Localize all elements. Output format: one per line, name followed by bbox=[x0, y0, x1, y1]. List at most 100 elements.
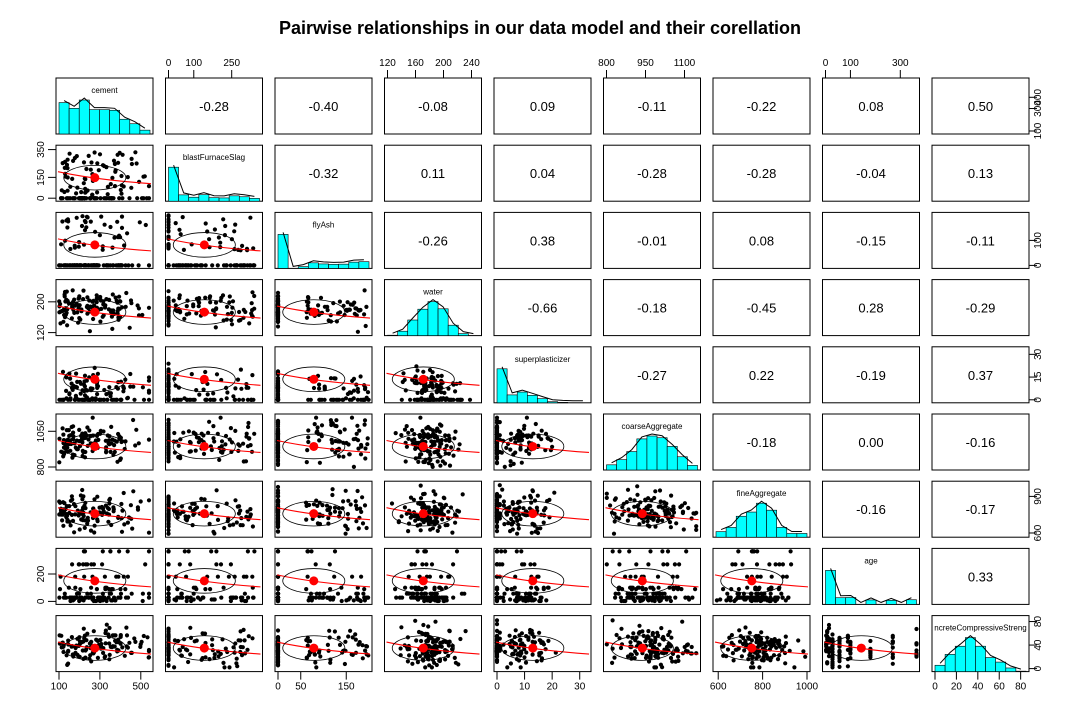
scatter-point bbox=[418, 528, 423, 533]
scatter-point bbox=[103, 303, 108, 308]
correlation-value: -0.15 bbox=[856, 233, 886, 248]
scatter-point bbox=[358, 452, 364, 457]
scatter-point bbox=[119, 191, 124, 196]
scatter-point bbox=[730, 651, 736, 656]
scatter-point bbox=[77, 641, 82, 647]
scatter-point bbox=[353, 499, 358, 504]
scatter-point bbox=[655, 630, 660, 635]
center-point bbox=[637, 643, 647, 653]
panel-box bbox=[384, 77, 482, 135]
scatter-point bbox=[176, 397, 181, 402]
scatter-point bbox=[335, 439, 340, 444]
scatter-point bbox=[753, 598, 758, 603]
scatter-point bbox=[215, 517, 221, 523]
center-point bbox=[199, 643, 209, 653]
scatter-point bbox=[196, 440, 201, 445]
axis-tick-label: 0 bbox=[494, 682, 500, 693]
scatter-point bbox=[194, 435, 199, 440]
histogram-bar bbox=[417, 308, 429, 336]
scatter-point bbox=[611, 531, 617, 536]
scatter-point bbox=[179, 591, 184, 596]
scatter-point bbox=[433, 449, 438, 454]
scatter-point bbox=[332, 574, 337, 579]
scatter-point bbox=[518, 429, 523, 434]
scatter-point bbox=[85, 518, 91, 523]
correlation-ellipse bbox=[63, 366, 127, 392]
axis-tick-label: 200 bbox=[36, 293, 47, 310]
scatter-point bbox=[88, 528, 94, 533]
scatter-point bbox=[166, 309, 171, 314]
scatter-point bbox=[330, 487, 335, 492]
scatter-point bbox=[792, 665, 797, 670]
scatter-point bbox=[204, 397, 209, 402]
scatter-point bbox=[111, 158, 117, 163]
scatter-point bbox=[535, 587, 540, 592]
scatter-point bbox=[210, 643, 215, 648]
scatter-point bbox=[775, 657, 781, 662]
scatter-point bbox=[537, 630, 542, 635]
scatter-point bbox=[317, 382, 322, 387]
scatter-point bbox=[89, 639, 94, 644]
panel-box bbox=[55, 211, 154, 269]
scatter-point bbox=[112, 161, 117, 167]
correlation-ellipse bbox=[501, 568, 565, 594]
scatter-point bbox=[177, 562, 182, 567]
histogram-bar bbox=[676, 456, 688, 471]
scatter-point bbox=[172, 638, 177, 643]
scatter-point bbox=[214, 488, 219, 493]
scatter-point bbox=[420, 387, 425, 392]
correlation-ellipse bbox=[63, 635, 127, 661]
scatter-point bbox=[768, 585, 774, 590]
scatter-point bbox=[166, 420, 171, 426]
scatter-point bbox=[107, 385, 112, 390]
scatter-point bbox=[689, 644, 694, 650]
scatter-point bbox=[736, 587, 742, 592]
axis-tick-label: 900 bbox=[1033, 488, 1044, 505]
scatter-point bbox=[317, 438, 322, 443]
scatter-point bbox=[784, 574, 789, 579]
scatter-point bbox=[356, 526, 361, 531]
scatter-point bbox=[435, 374, 440, 379]
scatter-point bbox=[314, 665, 319, 670]
histogram-bar bbox=[1005, 667, 1017, 672]
scatter-point bbox=[128, 298, 134, 303]
scatter-point bbox=[239, 653, 245, 658]
scatter-point bbox=[275, 585, 281, 590]
density-line bbox=[611, 433, 693, 464]
scatter-point bbox=[180, 644, 185, 650]
scatter-point bbox=[837, 649, 842, 654]
scatter-point bbox=[418, 496, 424, 501]
scatter-point bbox=[442, 496, 447, 501]
scatter-point bbox=[123, 587, 128, 592]
scatter-point bbox=[80, 497, 85, 502]
scatter-point bbox=[538, 598, 543, 604]
scatter-point bbox=[541, 642, 547, 647]
scatter-point bbox=[738, 634, 743, 639]
scatter-point bbox=[694, 524, 699, 529]
scatter-point bbox=[166, 361, 171, 366]
center-point bbox=[418, 643, 428, 653]
scatter-point bbox=[365, 442, 370, 447]
scatter-point bbox=[629, 512, 634, 518]
scatter-point bbox=[275, 628, 281, 633]
correlation-ellipse bbox=[391, 366, 455, 392]
center-point bbox=[90, 576, 100, 586]
scatter-point bbox=[675, 574, 680, 579]
scatter-point bbox=[539, 428, 544, 433]
scatter-point bbox=[342, 427, 347, 432]
panel-box bbox=[931, 346, 1030, 404]
scatter-point bbox=[631, 631, 636, 636]
scatter-point bbox=[439, 373, 444, 378]
scatter-point bbox=[502, 591, 507, 596]
panel-box bbox=[603, 346, 701, 404]
scatter-point bbox=[537, 653, 542, 658]
scatter-point bbox=[337, 642, 343, 648]
scatter-point bbox=[316, 303, 321, 308]
scatter-point bbox=[429, 665, 434, 670]
scatter-point bbox=[80, 487, 85, 493]
correlation-value: -0.27 bbox=[637, 368, 667, 383]
scatter-point bbox=[112, 644, 117, 649]
scatter-point bbox=[356, 446, 361, 451]
axis-tick-label: 100 bbox=[1033, 122, 1044, 139]
scatter-point bbox=[604, 495, 609, 500]
